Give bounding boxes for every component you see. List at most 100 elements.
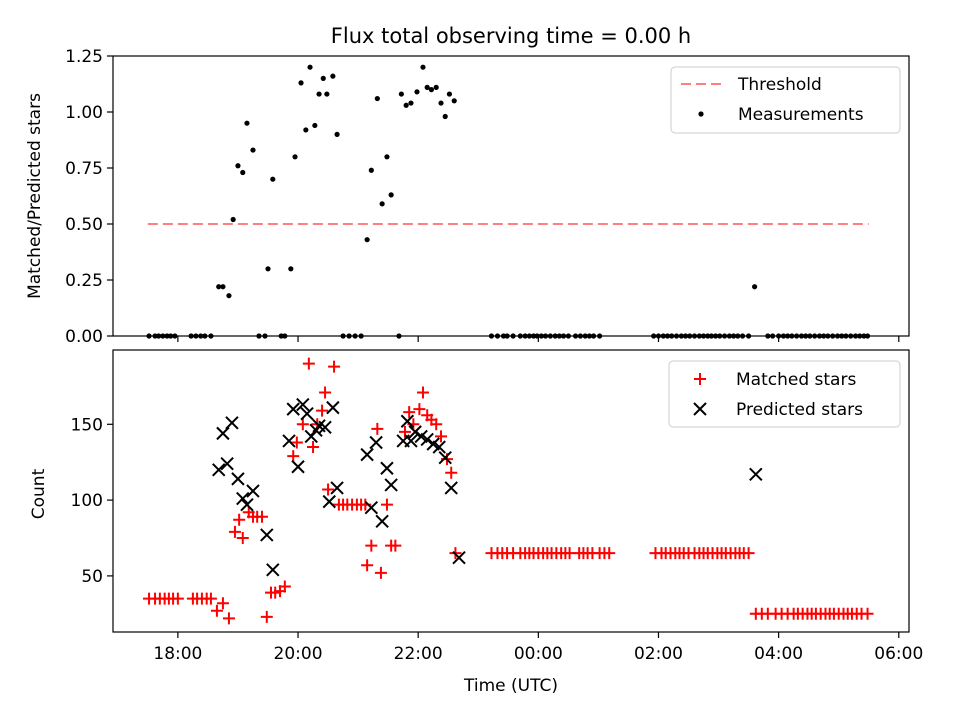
measurement-point	[265, 266, 271, 272]
measurement-point	[292, 154, 298, 160]
matched-star-point	[319, 386, 332, 399]
measurement-point	[398, 91, 404, 97]
predicted-legend-icon	[693, 402, 707, 416]
measurement-point	[288, 266, 294, 272]
predicted-star-point	[400, 414, 415, 428]
matched-star-point	[861, 607, 874, 620]
measurements-legend-label: Measurements	[738, 105, 864, 125]
bottom-plot-frame	[112, 349, 910, 633]
predicted-star-point	[236, 491, 250, 506]
bottom-legend-box	[668, 360, 901, 428]
predicted-star-point	[291, 460, 305, 474]
predicted-star-point	[240, 497, 254, 512]
matched-star-point	[296, 418, 309, 431]
matched-star-point	[216, 597, 229, 610]
measurement-point	[320, 75, 326, 81]
measurement-point	[388, 192, 394, 198]
x-tick-label: 06:00	[874, 644, 923, 664]
predicted-star-point	[220, 457, 234, 471]
predicted-star-point	[286, 402, 300, 416]
measurement-point	[312, 122, 318, 129]
measurement-point	[368, 167, 374, 173]
matched-star-point	[287, 450, 300, 463]
top-y-tick-label: 0.00	[65, 327, 103, 347]
matched-star-point	[742, 547, 755, 560]
predicted-star-point	[330, 481, 344, 495]
matched-star-point	[222, 612, 235, 625]
measurements-legend-icon	[698, 111, 704, 117]
x-tick-label: 20:00	[274, 644, 323, 664]
matched-star-point	[260, 610, 273, 623]
predicted-star-point	[296, 397, 310, 412]
bottom-y-tick-label: 100	[71, 491, 103, 511]
matched-star-point	[430, 418, 443, 431]
bottom-panel: Count Time (UTC) 50 100 150 18:00 20:00 22:0…	[29, 349, 923, 696]
predicted-stars-points	[212, 397, 763, 577]
measurement-point	[324, 91, 330, 97]
matched-legend-icon	[694, 373, 706, 385]
measurement-point	[379, 201, 385, 207]
matched-stars-points	[143, 357, 874, 625]
measurement-point	[230, 216, 236, 223]
measurement-point	[220, 284, 226, 290]
predicted-star-point	[360, 447, 374, 462]
matched-star-point	[328, 360, 341, 373]
measurement-point	[408, 100, 414, 106]
predicted-star-point	[300, 406, 314, 421]
matched-star-point	[233, 513, 246, 526]
predicted-star-point	[369, 435, 383, 450]
x-tick-label: 00:00	[514, 644, 563, 664]
measurement-point	[334, 131, 340, 137]
predicted-star-point	[384, 478, 398, 492]
measurement-point	[330, 73, 336, 79]
x-tick-label: 04:00	[754, 644, 803, 664]
measurement-point	[316, 91, 322, 97]
matched-star-point	[380, 498, 393, 511]
matched-star-point	[290, 436, 303, 449]
matched-star-point	[210, 604, 223, 617]
predicted-star-point	[282, 434, 296, 448]
measurement-point	[433, 84, 439, 90]
x-tick-label: 22:00	[394, 644, 443, 664]
matched-legend-label: Matched stars	[736, 370, 856, 390]
measurement-point	[414, 89, 420, 95]
top-y-tick-label: 1.00	[65, 103, 103, 123]
matched-star-point	[278, 580, 291, 593]
matched-star-point	[603, 547, 616, 560]
matched-star-point	[361, 559, 374, 572]
top-y-ticks: 0.00 0.25 0.50 0.75 1.00 1.25	[65, 47, 113, 347]
predicted-legend-label: Predicted stars	[736, 400, 863, 420]
measurement-point	[428, 87, 434, 93]
predicted-star-point	[749, 467, 763, 482]
x-tick-label: 18:00	[153, 644, 202, 664]
predicted-star-point	[212, 463, 226, 477]
matched-star-point	[403, 406, 416, 419]
measurement-point	[307, 64, 313, 70]
matched-star-point	[204, 592, 217, 605]
top-y-tick-label: 0.75	[65, 159, 103, 179]
matched-star-point	[445, 466, 458, 479]
predicted-star-point	[432, 440, 446, 454]
top-y-tick-label: 0.25	[65, 271, 103, 291]
matched-star-point	[435, 430, 448, 443]
matched-star-point	[316, 404, 329, 417]
predicted-star-point	[408, 425, 422, 439]
measurement-point	[451, 98, 457, 104]
measurement-point	[298, 80, 304, 86]
predicted-star-point	[444, 481, 458, 495]
bottom-y-axis-label: Count	[29, 468, 49, 519]
measurement-point	[226, 293, 232, 299]
measurement-point	[374, 95, 380, 102]
predicted-star-point	[266, 563, 280, 577]
measurement-point	[270, 176, 276, 182]
predicted-star-point	[322, 494, 336, 509]
matched-star-point	[389, 539, 402, 552]
top-plot-frame	[112, 55, 910, 337]
matched-star-point	[236, 532, 249, 544]
top-panel: Flux total observing time = 0.00 h Match…	[25, 24, 910, 347]
top-y-tick-label: 0.50	[65, 215, 103, 235]
bottom-y-tick-label: 50	[81, 567, 103, 587]
measurement-point	[235, 163, 241, 169]
predicted-star-point	[438, 450, 452, 465]
